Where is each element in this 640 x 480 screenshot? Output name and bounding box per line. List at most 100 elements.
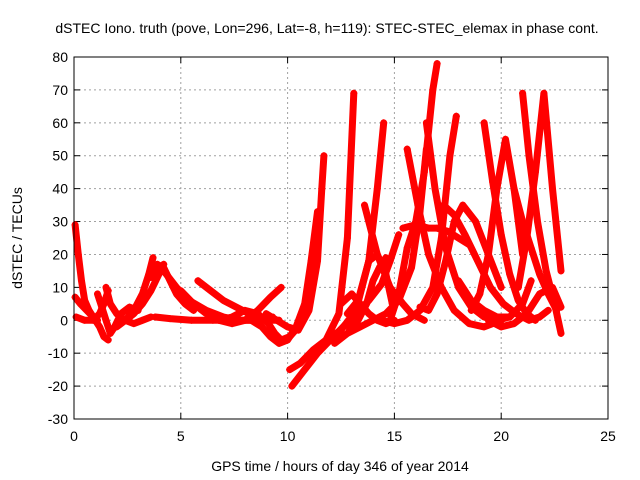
data-point-arc-16-0 — [286, 366, 294, 374]
data-point-arc-16-6 — [350, 89, 358, 97]
data-point-arc-35-4 — [548, 185, 556, 193]
data-point-arc-36-2 — [534, 218, 542, 226]
data-point-arc-15-7 — [320, 152, 328, 160]
data-point-arc-30-1 — [450, 211, 458, 219]
data-point-arc-5-2 — [113, 310, 121, 318]
data-point-arc-30-3 — [474, 257, 482, 265]
series-layer — [71, 60, 565, 390]
data-point-arc-26-0 — [399, 224, 407, 232]
data-point-arc-2-5 — [100, 333, 108, 341]
data-point-arc-27-0 — [403, 145, 411, 153]
data-point-arc-34-4 — [536, 290, 544, 298]
series-line-arc-15 — [262, 152, 328, 334]
data-point-arc-36-0 — [519, 89, 527, 97]
data-point-arc-33-4 — [514, 297, 522, 305]
data-point-arc-16-5 — [343, 234, 351, 242]
data-point-arc-12-5 — [241, 316, 249, 324]
data-point-arc-9-0 — [160, 267, 168, 275]
data-point-arc-36-3 — [542, 267, 550, 275]
data-point-arc-12-4 — [228, 320, 236, 328]
data-point-arc-12-2 — [202, 310, 210, 318]
x-tick-label-4: 20 — [493, 428, 509, 444]
data-point-arc-24-6 — [446, 152, 454, 160]
data-point-arc-28-8 — [497, 283, 505, 291]
data-point-arc-26-5 — [454, 234, 462, 242]
data-point-arc-31-3 — [493, 313, 501, 321]
data-point-arc-15-0 — [262, 310, 270, 318]
data-point-arc-4-2 — [102, 316, 110, 324]
data-point-arc-37-0 — [510, 185, 518, 193]
data-point-arc-13-2 — [241, 306, 249, 314]
data-point-arc-25-4 — [420, 168, 428, 176]
data-point-arc-4-0 — [93, 290, 101, 298]
data-point-arc-15-3 — [294, 326, 302, 334]
data-point-arc-2-4 — [96, 323, 104, 331]
data-point-arc-21-1 — [354, 297, 362, 305]
data-point-arc-10-2 — [187, 316, 195, 324]
series-line-arc-35 — [514, 89, 565, 291]
data-point-arc-3-1 — [81, 316, 89, 324]
data-point-arc-14-4 — [284, 336, 292, 344]
data-point-arc-9-1 — [173, 283, 181, 291]
data-point-arc-25-5 — [429, 86, 437, 94]
data-point-arc-37-1 — [519, 218, 527, 226]
data-point-arc-5-1 — [106, 300, 114, 308]
data-point-arc-22-0 — [346, 326, 354, 334]
data-point-arc-7-3 — [147, 287, 155, 295]
data-point-arc-8-5 — [181, 300, 189, 308]
data-point-arc-37-4 — [544, 290, 552, 298]
data-point-arc-13-1 — [228, 313, 236, 321]
data-point-arc-23-1 — [373, 250, 381, 258]
data-point-arc-12-7 — [267, 293, 275, 301]
data-point-arc-36-1 — [525, 152, 533, 160]
data-point-arc-27-1 — [414, 201, 422, 209]
data-point-arc-24-2 — [403, 316, 411, 324]
data-point-arc-25-1 — [395, 290, 403, 298]
data-point-arc-26-1 — [412, 221, 420, 229]
data-point-arc-31-0 — [454, 277, 462, 285]
data-point-arc-24-1 — [390, 320, 398, 328]
data-point-arc-24-7 — [452, 112, 460, 120]
data-point-arc-34-3 — [523, 310, 531, 318]
data-point-arc-28-5 — [459, 201, 467, 209]
y-tick-label-9: 60 — [52, 115, 68, 131]
x-axis-label: GPS time / hours of day 346 of year 2014 — [211, 458, 469, 474]
data-point-arc-33-0 — [480, 119, 488, 127]
y-tick-label-8: 50 — [52, 148, 68, 164]
series-arc-23 — [360, 201, 428, 324]
data-point-arc-10-1 — [166, 315, 174, 323]
y-tick-label-7: 40 — [52, 181, 68, 197]
data-point-arc-30-4 — [487, 283, 495, 291]
data-point-arc-17-7 — [378, 280, 386, 288]
data-point-arc-5-4 — [130, 320, 138, 328]
data-point-arc-7-0 — [121, 316, 129, 324]
data-point-arc-36-5 — [557, 329, 565, 337]
data-point-arc-12-0 — [177, 287, 185, 295]
data-point-arc-17-0 — [288, 382, 296, 390]
data-point-arc-14-2 — [267, 333, 275, 341]
series-line-arc-4 — [94, 290, 142, 337]
data-point-arc-31-6 — [527, 277, 535, 285]
data-point-arc-24-0 — [378, 316, 386, 324]
data-point-arc-29-0 — [422, 119, 430, 127]
data-point-arc-16-1 — [296, 359, 304, 367]
data-point-arc-8-0 — [147, 273, 155, 281]
data-point-arc-15-5 — [314, 257, 322, 265]
data-point-arc-8-1 — [153, 260, 161, 268]
data-point-arc-33-6 — [531, 316, 539, 324]
data-point-arc-20-1 — [348, 290, 356, 298]
y-tick-label-0: -30 — [48, 411, 68, 427]
data-point-arc-13-4 — [264, 320, 272, 328]
x-tick-label-2: 10 — [280, 428, 296, 444]
data-point-arc-16-4 — [335, 310, 343, 318]
series-arc-7 — [121, 260, 168, 324]
data-point-arc-15-4 — [305, 306, 313, 314]
x-tick-label-3: 15 — [387, 428, 403, 444]
data-point-arc-30-8 — [536, 313, 544, 321]
data-point-arc-28-2 — [433, 290, 441, 298]
data-point-arc-11-1 — [207, 287, 215, 295]
data-point-arc-23-0 — [360, 201, 368, 209]
series-line-arc-7 — [121, 260, 168, 324]
data-point-arc-17-9 — [395, 231, 403, 239]
data-point-arc-25-2 — [403, 244, 411, 252]
